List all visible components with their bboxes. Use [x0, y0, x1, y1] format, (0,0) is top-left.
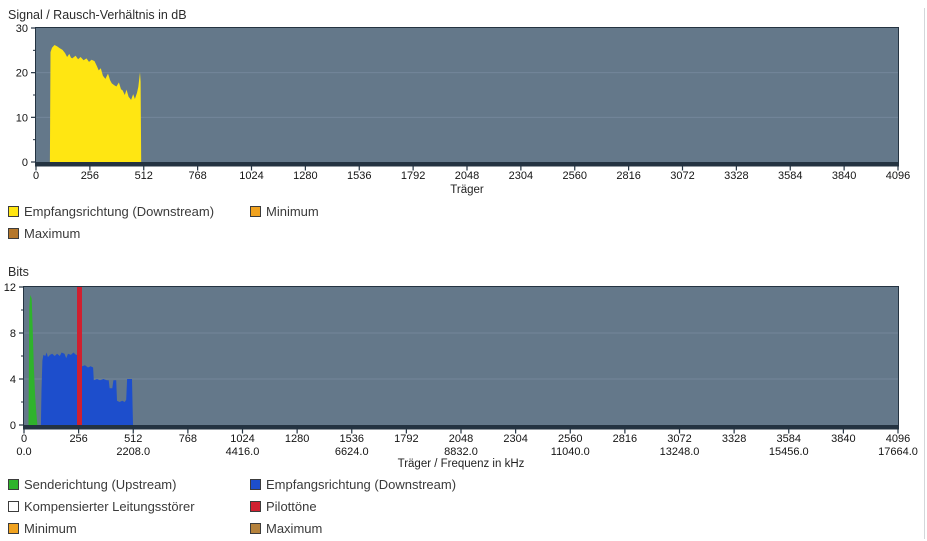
- x-tick-label: 1536: [340, 433, 364, 445]
- x-tick-sublabel: 17664.0: [878, 446, 918, 458]
- x-tick-label: 2816: [613, 433, 637, 445]
- x-tick-label: 3840: [832, 170, 856, 182]
- x-tick-sublabel: 11040.0: [551, 446, 590, 458]
- x-tick-label: 2560: [563, 170, 587, 182]
- x-tick-label: 512: [135, 170, 153, 182]
- bits-chart-title: Bits: [8, 265, 29, 279]
- y-tick-label: 10: [16, 112, 28, 124]
- legend-label: Senderichtung (Upstream): [24, 476, 177, 492]
- legend-swatch-minimum-icon: [8, 522, 19, 534]
- legend-swatch-empfangsrichtung-downstream-icon: [8, 205, 19, 217]
- legend-label: Minimum: [24, 520, 77, 536]
- x-axis-band: [23, 425, 899, 430]
- series-senderichtung-upstream: [28, 295, 38, 425]
- legend-label: Empfangsrichtung (Downstream): [24, 203, 215, 219]
- x-axis-band: [35, 162, 899, 167]
- legend-label: Empfangsrichtung (Downstream): [266, 476, 457, 492]
- x-tick-label: 2816: [616, 170, 640, 182]
- x-tick-label: 512: [124, 433, 142, 445]
- legend-item-kompensierter-leitungsstörer: Kompensierter Leitungsstörer: [8, 498, 250, 514]
- x-tick-label: 3328: [722, 433, 746, 445]
- y-tick-label: 8: [10, 328, 16, 340]
- x-tick-label: 4096: [886, 170, 910, 182]
- snr-legend: Empfangsrichtung (Downstream) Minimum Maxi…: [8, 203, 319, 241]
- y-tick-label: 4: [10, 374, 16, 386]
- snr-x-axis-title: Träger: [450, 184, 484, 196]
- x-tick-label: 1792: [401, 170, 425, 182]
- x-tick-label: 256: [69, 433, 87, 445]
- x-tick-label: 1280: [285, 433, 309, 445]
- x-tick-label: 2048: [449, 433, 473, 445]
- legend-item-maximum: Maximum: [250, 520, 456, 536]
- x-tick-label: 3072: [670, 170, 694, 182]
- x-tick-label: 0: [33, 170, 39, 182]
- x-tick-sublabel: 8832.0: [444, 446, 478, 458]
- legend-label: Maximum: [266, 520, 323, 536]
- x-tick-label: 3584: [777, 433, 801, 445]
- x-tick-label: 768: [179, 433, 197, 445]
- x-tick-label: 1024: [230, 433, 254, 445]
- x-tick-label: 768: [188, 170, 206, 182]
- legend-item-maximum: Maximum: [8, 225, 250, 241]
- series-empfangsrichtung-downstream: [40, 352, 133, 425]
- bits-legend: Senderichtung (Upstream) Empfangsrichtung…: [8, 476, 457, 536]
- x-tick-label: 2304: [509, 170, 533, 182]
- legend-swatch-senderichtung-upstream-icon: [8, 478, 19, 490]
- x-tick-sublabel: 0.0: [16, 446, 31, 458]
- snr-chart: 0 10 20 30 0 256 512 768 1024 1280 1536 1792 2048 230…: [16, 23, 910, 182]
- legend-label: Maximum: [24, 225, 81, 241]
- legend-label: Pilottöne: [266, 498, 317, 514]
- x-tick-label: 1280: [293, 170, 317, 182]
- x-tick-label: 3072: [667, 433, 691, 445]
- x-tick-label: 2048: [455, 170, 479, 182]
- legend-swatch-pilottöne-icon: [250, 500, 261, 512]
- legend-item-minimum: Minimum: [250, 203, 319, 219]
- legend-swatch-kompensierter-leitungsstörer-icon: [8, 500, 19, 512]
- x-tick-label: 1792: [394, 433, 418, 445]
- plot-area: [24, 287, 898, 425]
- x-tick-label: 1024: [239, 170, 263, 182]
- bits-x-axis-title: Träger / Frequenz in kHz: [397, 458, 525, 470]
- legend-item-empfangsrichtung-downstream: Empfangsrichtung (Downstream): [250, 476, 457, 492]
- x-tick-label: 1536: [347, 170, 371, 182]
- panel-right-border: [924, 8, 925, 539]
- legend-item-senderichtung-upstream: Senderichtung (Upstream): [8, 476, 250, 492]
- vline-pilottöne: [77, 287, 82, 425]
- legend-swatch-minimum-icon: [250, 205, 261, 217]
- x-tick-label: 4096: [886, 433, 910, 445]
- y-tick-label: 0: [22, 157, 28, 169]
- legend-item-pilottöne: Pilottöne: [250, 498, 456, 514]
- x-tick-sublabel: 15456.0: [769, 446, 809, 458]
- x-tick-sublabel: 2208.0: [116, 446, 150, 458]
- x-tick-label: 0: [21, 433, 27, 445]
- snr-chart-title: Signal / Rausch-Verhältnis in dB: [8, 8, 187, 22]
- legend-item-minimum: Minimum: [8, 520, 250, 536]
- y-tick-label: 20: [16, 68, 28, 80]
- series-empfangsrichtung-downstream: [49, 45, 142, 162]
- y-tick-label: 30: [16, 23, 28, 35]
- legend-label: Minimum: [266, 203, 319, 219]
- y-tick-label: 0: [10, 420, 16, 432]
- legend-label: Kompensierter Leitungsstörer: [24, 498, 195, 514]
- y-tick-label: 12: [4, 282, 16, 294]
- x-tick-sublabel: 6624.0: [335, 446, 369, 458]
- x-tick-label: 3584: [778, 170, 802, 182]
- plot-area: [36, 28, 898, 162]
- x-tick-label: 256: [81, 170, 99, 182]
- legend-item-empfangsrichtung-downstream: Empfangsrichtung (Downstream): [8, 203, 250, 219]
- x-tick-sublabel: 13248.0: [660, 446, 700, 458]
- x-tick-label: 3328: [724, 170, 748, 182]
- x-tick-label: 2304: [503, 433, 527, 445]
- x-tick-label: 2560: [558, 433, 582, 445]
- x-tick-sublabel: 4416.0: [226, 446, 260, 458]
- x-tick-label: 3840: [831, 433, 855, 445]
- legend-swatch-empfangsrichtung-downstream-icon: [250, 478, 261, 490]
- legend-swatch-maximum-icon: [250, 522, 261, 534]
- legend-swatch-maximum-icon: [8, 227, 19, 239]
